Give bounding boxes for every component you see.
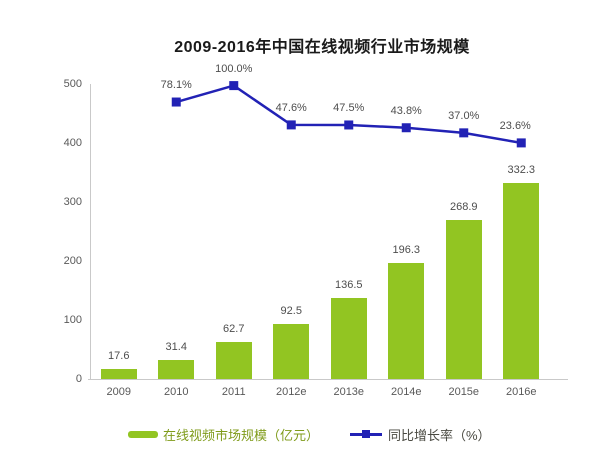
y-axis-line xyxy=(90,84,91,379)
line-point-label: 43.8% xyxy=(390,104,422,117)
legend-label-growth-rate: 同比增长率（%） xyxy=(388,427,491,443)
bar xyxy=(445,220,482,379)
y-tick-label: 200 xyxy=(63,255,82,267)
line-series-swatch xyxy=(350,429,382,439)
line-marker xyxy=(401,123,411,133)
line-point-label: 37.0% xyxy=(448,109,480,122)
bar-value-label: 92.5 xyxy=(280,305,302,318)
line-marker xyxy=(229,81,239,91)
y-tick-label: 400 xyxy=(63,137,82,149)
line-marker xyxy=(344,120,354,130)
bar-series-swatch xyxy=(128,430,158,438)
line-swatch-marker xyxy=(362,430,370,438)
line-point-label: 23.6% xyxy=(499,119,531,132)
chart-title: 2009-2016年中国在线视频行业市场规模 xyxy=(174,39,470,56)
line-marker xyxy=(459,128,469,138)
x-tick-label: 2014e xyxy=(390,386,422,398)
bar-value-label: 196.3 xyxy=(392,244,421,257)
legend-item-market-size: 在线视频市场规模（亿元） xyxy=(128,424,319,444)
legend-item-growth-rate: 同比增长率（%） xyxy=(350,424,491,444)
bar-value-label: 62.7 xyxy=(223,323,245,335)
bar xyxy=(330,298,367,379)
bar-value-label: 332.3 xyxy=(507,163,536,176)
bar xyxy=(215,342,252,379)
y-tick-label: 0 xyxy=(75,373,82,385)
line-point-label: 100.0% xyxy=(215,62,253,75)
line-point-label: 47.6% xyxy=(275,101,307,114)
bar xyxy=(273,324,310,379)
bar xyxy=(503,182,540,379)
bar xyxy=(158,360,195,379)
x-tick-label: 2011 xyxy=(221,386,246,398)
line-marker xyxy=(516,138,526,148)
y-tick-label: 100 xyxy=(63,314,82,326)
x-tick-label: 2012e xyxy=(275,386,307,398)
x-tick-label: 2016e xyxy=(505,386,537,398)
x-tick-label: 2015e xyxy=(448,386,480,398)
x-tick-label: 2010 xyxy=(164,386,189,398)
x-axis-line xyxy=(88,379,568,380)
line-point-label: 78.1% xyxy=(160,79,192,92)
bar-value-label: 31.4 xyxy=(165,341,187,354)
x-tick-label: 2009 xyxy=(106,386,131,398)
bar xyxy=(388,263,425,379)
bar-value-label: 268.9 xyxy=(449,201,478,214)
bar-value-label: 17.6 xyxy=(108,349,130,362)
line-point-label: 47.5% xyxy=(333,101,365,114)
y-tick-label: 300 xyxy=(63,196,82,208)
bar-value-label: 136.5 xyxy=(334,279,363,292)
line-marker xyxy=(171,97,181,107)
legend: 在线视频市场规模（亿元） 同比增长率（%） xyxy=(0,424,600,446)
bar xyxy=(100,368,137,379)
line-marker xyxy=(286,120,296,130)
y-tick-label: 500 xyxy=(63,78,82,90)
legend-label-market-size: 在线视频市场规模（亿元） xyxy=(163,427,320,443)
x-tick-label: 2013e xyxy=(333,386,365,398)
